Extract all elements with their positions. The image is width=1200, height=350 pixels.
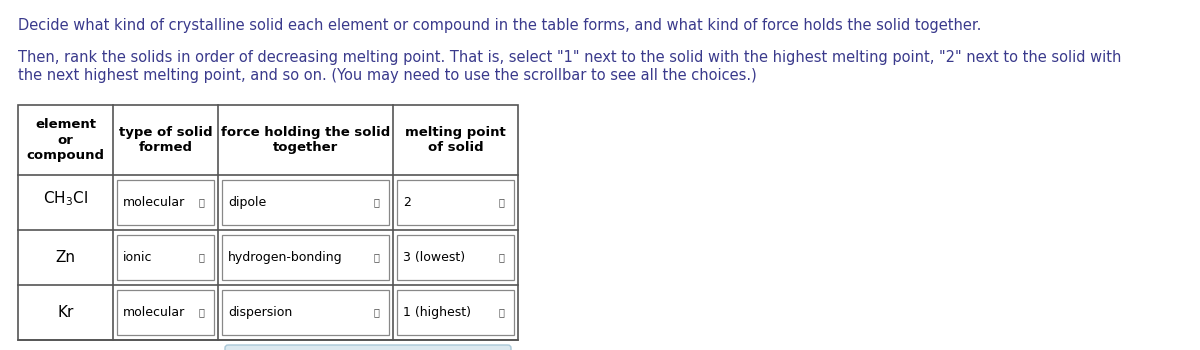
Text: molecular: molecular (124, 306, 185, 319)
Text: 3 (lowest): 3 (lowest) (403, 251, 466, 264)
Text: ⌵: ⌵ (373, 252, 379, 262)
Text: melting point
of solid: melting point of solid (406, 126, 506, 154)
Text: ⌵: ⌵ (198, 197, 204, 208)
Bar (397, 235, 514, 280)
Bar (118, 290, 214, 335)
Text: hydrogen-bonding: hydrogen-bonding (228, 251, 343, 264)
Text: 2: 2 (403, 196, 410, 209)
Bar (222, 235, 389, 280)
Text: Zn: Zn (55, 250, 76, 265)
Bar (397, 180, 514, 225)
FancyBboxPatch shape (226, 345, 511, 350)
Text: ⌵: ⌵ (498, 252, 504, 262)
Text: ⌵: ⌵ (373, 197, 379, 208)
Text: ⌵: ⌵ (373, 308, 379, 317)
Text: type of solid
formed: type of solid formed (119, 126, 212, 154)
Text: Decide what kind of crystalline solid each element or compound in the table form: Decide what kind of crystalline solid ea… (18, 18, 982, 33)
Bar (118, 235, 214, 280)
Bar (222, 290, 389, 335)
Bar (118, 180, 214, 225)
Text: Then, rank the solids in order of decreasing melting point. That is, select "1" : Then, rank the solids in order of decrea… (18, 50, 1121, 65)
Text: $\mathregular{CH_3Cl}$: $\mathregular{CH_3Cl}$ (43, 189, 88, 208)
Bar (397, 290, 514, 335)
Text: ⌵: ⌵ (498, 197, 504, 208)
Text: Kr: Kr (58, 305, 73, 320)
Text: dispersion: dispersion (228, 306, 293, 319)
Text: molecular: molecular (124, 196, 185, 209)
Text: ⌵: ⌵ (198, 308, 204, 317)
Text: the next highest melting point, and so on. (You may need to use the scrollbar to: the next highest melting point, and so o… (18, 68, 757, 83)
Bar (18, 105, 518, 340)
Text: ⌵: ⌵ (198, 252, 204, 262)
Text: ⌵: ⌵ (498, 308, 504, 317)
Text: element
or
compound: element or compound (26, 119, 104, 161)
Bar (222, 180, 389, 225)
Text: force holding the solid
together: force holding the solid together (221, 126, 390, 154)
Text: 1 (highest): 1 (highest) (403, 306, 470, 319)
Text: ionic: ionic (124, 251, 152, 264)
Text: dipole: dipole (228, 196, 266, 209)
